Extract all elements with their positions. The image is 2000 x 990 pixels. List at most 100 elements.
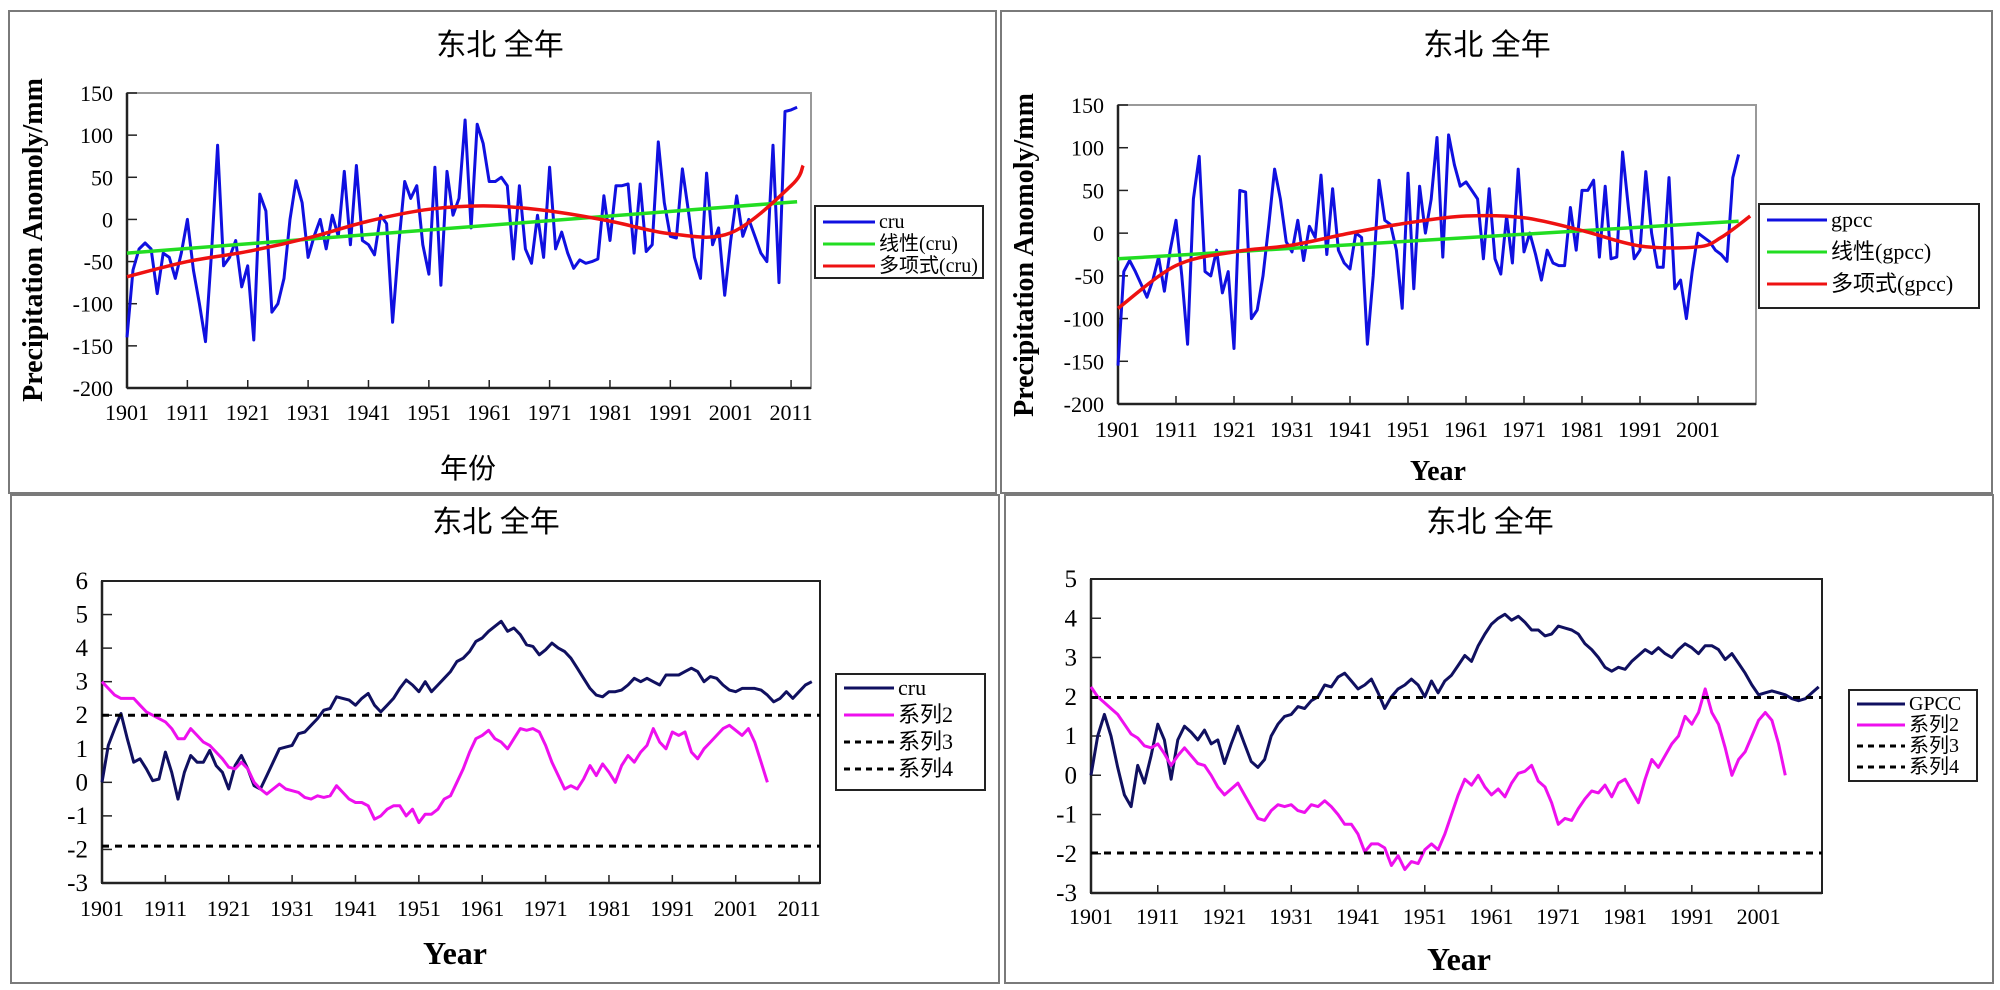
y-tick-label: -50 [1075, 264, 1104, 289]
x-tick-label: 1981 [587, 896, 631, 921]
y-tick-label: -150 [73, 334, 113, 359]
chart-title: 东北 全年 [1426, 506, 1554, 539]
x-tick-label: 1991 [648, 400, 692, 425]
y-tick-label: 100 [80, 123, 113, 148]
x-tick-label: 1901 [80, 896, 124, 921]
legend-box [835, 673, 986, 791]
y-tick-label: 0 [1065, 762, 1078, 789]
x-tick-label: 1921 [1203, 904, 1247, 929]
legend-label: 线性(cru) [879, 232, 958, 255]
y-tick-label: -2 [67, 836, 88, 863]
legend-label: GPCC [1909, 693, 1961, 715]
x-tick-label: 1951 [397, 896, 441, 921]
x-tick-label: 1991 [650, 896, 694, 921]
y-tick-label: 5 [1065, 566, 1078, 593]
y-tick-label: 2 [1065, 684, 1078, 711]
chart-top-left: 东北 全年 Precipitation Anomoly/mm 年份 [18, 29, 564, 485]
x-tick-label: 1991 [1618, 417, 1662, 442]
y-tick-label: 5 [76, 602, 89, 629]
y-tick-label: -100 [73, 292, 113, 317]
series-line-gpcc-0 [1116, 133, 1741, 366]
x-tick-label: 1981 [588, 400, 632, 425]
y-tick-label: 50 [91, 165, 113, 190]
y-tick-label: 100 [1071, 136, 1104, 161]
legend-label: 多项式(gpcc) [1831, 271, 1953, 296]
x-tick-label: 1961 [1444, 417, 1488, 442]
x-tick-label: 1981 [1560, 417, 1604, 442]
x-tick-label: 1961 [1470, 904, 1514, 929]
series-line-gpcc-2 [1116, 213, 1752, 310]
legend-label: 系列3 [1909, 734, 1959, 757]
x-axis-label: Year [1427, 941, 1491, 977]
x-tick-label: 1921 [1212, 417, 1256, 442]
legend-label: 系列2 [1909, 713, 1959, 736]
chart-top-right: 东北 全年 Precipitation Anomoly/mm Year [1009, 29, 1551, 487]
y-tick-label: 3 [76, 669, 89, 696]
chart-title: 东北 全年 [1423, 29, 1551, 62]
x-tick-label: 1931 [286, 400, 330, 425]
x-tick-label: 1921 [226, 400, 270, 425]
y-tick-label: 6 [76, 568, 89, 595]
legend-label: 多项式(cru) [879, 254, 978, 277]
x-tick-label: 1951 [1386, 417, 1430, 442]
x-tick-label: 1941 [1328, 417, 1372, 442]
legend-label: cru [879, 211, 905, 233]
x-tick-label: 1961 [460, 896, 504, 921]
x-tick-label: 1911 [1136, 904, 1179, 929]
x-tick-label: 1961 [467, 400, 511, 425]
x-tick-label: 2001 [1676, 417, 1720, 442]
y-tick-label: 50 [1082, 178, 1104, 203]
x-tick-label: 1911 [144, 896, 187, 921]
plot-frame [126, 92, 812, 389]
series-line-2-1 [1089, 686, 1787, 871]
x-tick-label: 2011 [769, 400, 812, 425]
panel-bottom-right [1004, 494, 1994, 984]
x-tick-label: 1981 [1603, 904, 1647, 929]
y-axis-label: Precipitation Anomoly/mm [18, 78, 49, 402]
chart-bottom-right: 东北 全年 Year [1426, 506, 1554, 977]
y-tick-label: -150 [1064, 349, 1104, 374]
legend-label: 系列3 [898, 729, 953, 754]
y-axis-label: Precipitation Anomoly/mm [1009, 93, 1040, 417]
y-tick-label: 4 [1065, 605, 1078, 632]
y-tick-label: 4 [76, 635, 89, 662]
x-axis-label: 年份 [440, 453, 496, 485]
y-tick-label: -1 [1056, 802, 1077, 829]
y-tick-label: 0 [76, 769, 89, 796]
x-axis-label: Year [1410, 456, 1466, 487]
y-tick-label: -200 [1064, 392, 1104, 417]
x-tick-label: 2001 [709, 400, 753, 425]
y-tick-label: -50 [84, 250, 113, 275]
legend-label: 系列4 [898, 756, 953, 781]
legend-label: gpcc [1831, 207, 1873, 232]
y-tick-label: -2 [1056, 841, 1077, 868]
x-axis-label: Year [423, 935, 487, 971]
x-tick-label: 1951 [1403, 904, 1447, 929]
y-tick-label: 150 [1071, 93, 1104, 118]
x-tick-label: 1971 [524, 896, 568, 921]
x-tick-label: 1911 [1154, 417, 1197, 442]
y-tick-label: 1 [76, 736, 89, 763]
x-tick-label: 1931 [1270, 417, 1314, 442]
x-tick-label: 1901 [105, 400, 149, 425]
x-tick-label: 1911 [166, 400, 209, 425]
legend-label: 系列2 [898, 702, 953, 727]
x-tick-label: 1941 [346, 400, 390, 425]
series-line-cru-2 [126, 164, 805, 279]
y-tick-label: 0 [102, 207, 113, 232]
x-tick-label: 1971 [528, 400, 572, 425]
x-tick-label: 1901 [1069, 904, 1113, 929]
x-tick-label: 1931 [1269, 904, 1313, 929]
plot-frame [101, 580, 821, 884]
y-tick-label: 3 [1065, 645, 1078, 672]
y-tick-label: -200 [73, 376, 113, 401]
y-tick-label: -3 [67, 870, 88, 897]
y-tick-label: 2 [76, 702, 89, 729]
chart-title: 东北 全年 [436, 29, 564, 62]
series-line-gpcc-1 [1117, 219, 1739, 261]
series-line-cru-0 [100, 619, 813, 801]
